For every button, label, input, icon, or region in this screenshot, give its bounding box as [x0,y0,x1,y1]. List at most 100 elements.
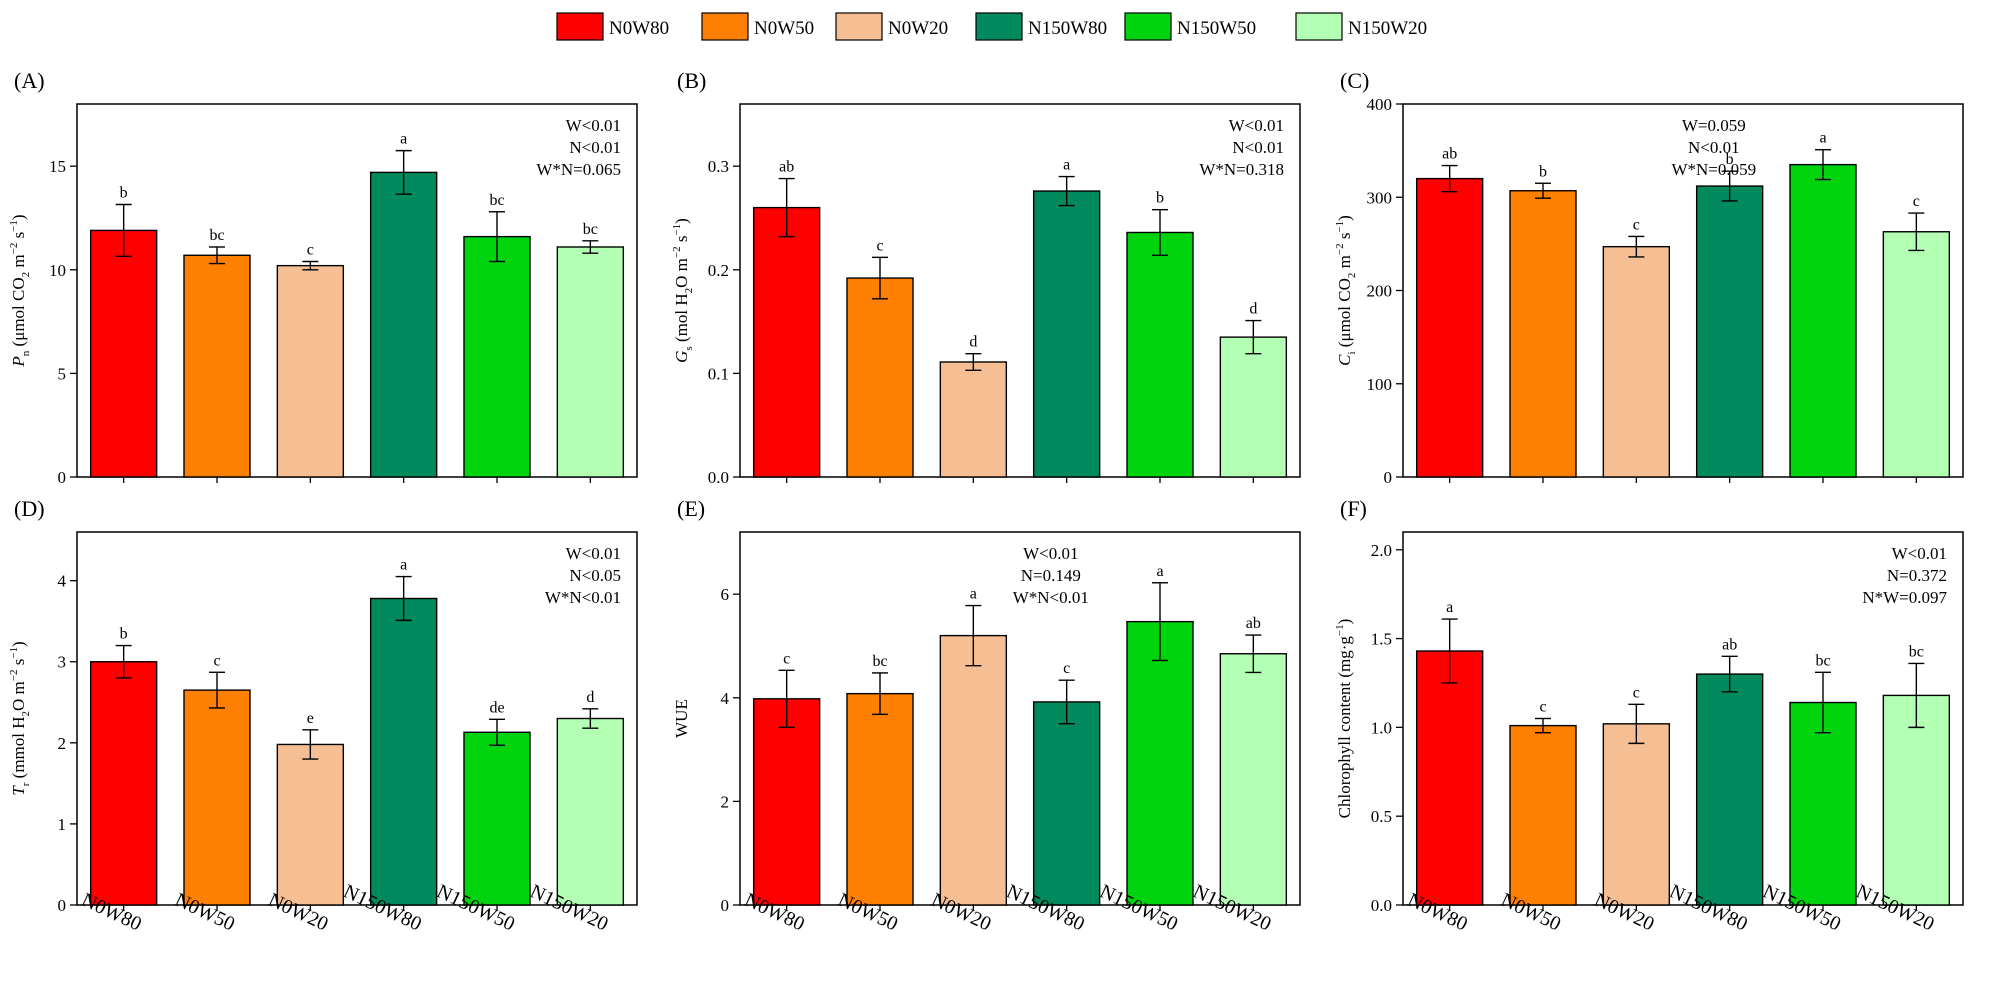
y-tick-label: 3 [58,653,67,672]
chart-panel-b: (B)0.00.10.20.3Gs (mol H2O m−2 s−1)abcda… [671,68,1301,487]
significance-letter: bc [209,227,224,244]
stat-annotation: W*N=0.059 [1671,160,1756,179]
significance-letter: c [1063,660,1070,677]
significance-letter: c [213,652,220,669]
y-axis-label-part: P [9,356,28,367]
y-tick-label: 10 [49,261,66,280]
y-axis-label-part: (mol H [672,293,691,346]
significance-letter: ab [779,159,794,176]
bar-n0w80 [1415,650,1484,906]
legend-swatch [975,12,1023,41]
bar-n150w50 [1126,231,1194,478]
bar-n150w80 [1032,701,1101,906]
stat-annotation: W*N<0.01 [545,588,621,607]
significance-letter: a [1446,599,1453,616]
y-axis-label-part: G [672,351,691,363]
significance-letter: bc [583,221,598,238]
y-tick-label: 1.0 [1371,718,1392,737]
y-tick-label: 400 [1367,95,1393,114]
bar-n0w50 [1509,190,1577,478]
y-axis-label-part: s [9,659,28,670]
stat-annotation: W*N<0.01 [1013,588,1089,607]
bar-n150w50 [1789,701,1857,906]
chart-panel-e: (E)0246WUEcN0W80bcN0W50aN0W20cN150W80aN1… [672,496,1301,936]
y-axis-label-part: n [20,350,32,356]
legend-swatch [835,12,883,41]
bar-n150w20 [1882,231,1951,478]
y-axis-label-part: (μmol CO [1335,278,1354,351]
plot-frame [739,531,1301,906]
legend-item-n150w80: N150W80 [975,12,1107,41]
bar-n0w50 [846,277,914,478]
y-axis-label-part: i [1346,351,1358,354]
stat-annotation: N=0.149 [1021,566,1081,585]
y-axis-label-part: r [20,782,32,786]
y-tick-label: 1 [58,815,67,834]
legend-item-n0w80: N0W80 [556,12,669,41]
bar-n150w50 [1126,620,1194,906]
stat-annotation: N=0.372 [1887,566,1947,585]
y-axis-label-part: s [1335,233,1354,244]
significance-letter: d [969,334,977,351]
y-axis-label-part: (μmol CO [9,277,28,350]
bar-n0w20 [939,361,1008,478]
stat-annotation: W<0.01 [566,544,621,563]
bar-n0w80 [752,206,821,478]
significance-letter: a [400,131,407,148]
bar-n0w50 [846,692,914,906]
significance-letter: de [489,699,504,716]
y-axis-label-part: 2 [20,711,32,717]
significance-letter: c [783,650,790,667]
legend-label: N0W50 [754,18,814,39]
y-axis-label-part: 2 [683,288,695,294]
y-axis-label-part: WUE [672,699,691,738]
y-tick-label: 0 [58,468,67,487]
stat-annotation: N*W=0.097 [1862,588,1947,607]
significance-letter: bc [1815,652,1830,669]
bar-n150w50 [1789,163,1857,478]
y-axis-label: Ci (μmol CO2 m−2 s−1) [1334,215,1358,366]
panel-tag: (A) [14,68,45,93]
y-axis-label-part: −2 [8,670,20,682]
legend-label: N150W50 [1177,18,1256,39]
significance-letter: b [120,626,128,643]
y-tick-label: 4 [58,572,67,591]
y-tick-label: 6 [721,585,730,604]
bar-n150w20 [556,246,625,478]
significance-letter: b [1726,151,1734,168]
bar-n150w80 [1032,190,1101,478]
bar-n0w20 [1602,245,1671,478]
legend-label: N0W80 [609,18,669,39]
bar-n150w20 [1882,694,1951,906]
y-tick-label: 100 [1367,375,1393,394]
significance-letter: d [1249,301,1257,318]
y-axis-label-part: s [683,346,695,350]
significance-letter: c [1539,699,1546,716]
legend-item-n150w20: N150W20 [1295,12,1427,41]
significance-letter: c [876,237,883,254]
y-axis-label-part: s [672,236,691,247]
bar-n150w50 [463,235,531,478]
y-axis-label-part: m [1335,255,1354,272]
stat-annotation: W=0.059 [1682,116,1746,135]
plot-frame [76,531,638,906]
legend-swatch [556,12,604,41]
stat-annotation: W<0.01 [1892,544,1947,563]
legend-item-n0w50: N0W50 [701,12,814,41]
stat-annotation: N<0.01 [1232,138,1284,157]
bar-n0w80 [1415,177,1484,478]
stat-annotation: W<0.01 [1229,116,1284,135]
legend-swatch [1295,12,1343,41]
significance-letter: c [1633,216,1640,233]
legend-label: N150W20 [1348,18,1427,39]
chart-panel-a: (A) 0 5 10 15 Pn (μmol CO2 m−2 s−1) b bc c a bc bc W… [8,68,638,487]
y-tick-label: 1.5 [1371,630,1392,649]
significance-letter: bc [489,192,504,209]
y-tick-label: 4 [721,689,730,708]
y-tick-label: 0 [721,896,730,915]
significance-letter: d [586,689,594,706]
y-tick-label: 5 [58,364,67,383]
